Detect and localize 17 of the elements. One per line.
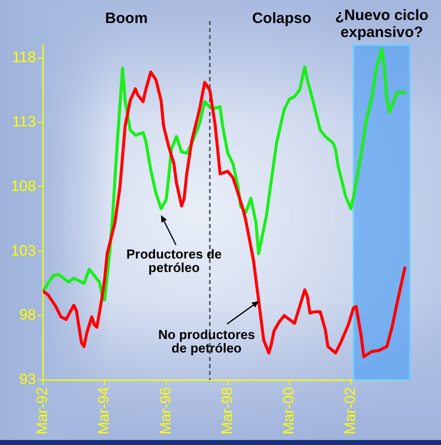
x-tick-label: Mar-92 (34, 387, 52, 435)
x-tick-label: Mar-00 (280, 387, 298, 435)
text: Boom (105, 10, 148, 28)
y-tick-label: 93 (19, 371, 36, 388)
x-tick-label: Mar-94 (96, 387, 113, 435)
x-tick-label: Mar-96 (157, 387, 174, 435)
x-tick-label: Mar-02 (342, 387, 360, 435)
y-tick-label: 118 (12, 49, 36, 66)
band-label: ¿Nuevo ciclo expansivo? (335, 7, 428, 42)
text: Colapso (252, 10, 312, 28)
y-tick-label: 98 (19, 306, 36, 324)
annotation: Productores de petróleo (126, 246, 222, 276)
y-tick-label: 103 (10, 242, 36, 260)
annotation: No productores de petróleo (158, 326, 255, 356)
y-tick-label: 113 (12, 113, 36, 130)
y-tick-label: 108 (10, 178, 36, 195)
x-tick-label: Mar-98 (218, 387, 236, 435)
